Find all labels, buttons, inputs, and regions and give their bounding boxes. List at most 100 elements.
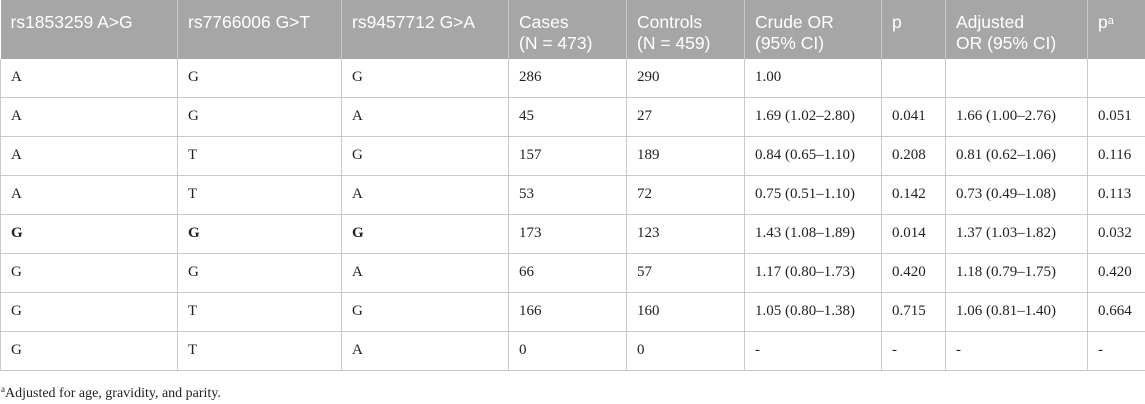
table-cell: A bbox=[341, 97, 509, 137]
table-cell: 0.051 bbox=[1087, 97, 1145, 137]
table-cell: G bbox=[0, 331, 178, 371]
table-cell: 0.014 bbox=[881, 214, 946, 254]
table-cell: G bbox=[0, 253, 178, 293]
column-header-line2: (95% CI) bbox=[755, 33, 825, 53]
table-cell: 0.113 bbox=[1087, 175, 1145, 215]
column-header-rs9457712: rs9457712 G>A bbox=[341, 0, 509, 59]
table-cell: A bbox=[0, 136, 178, 176]
table-cell: G bbox=[341, 59, 509, 98]
table-cell bbox=[945, 59, 1088, 98]
column-header-line1: Cases bbox=[519, 12, 569, 32]
table-row: A T G 157 189 0.84 (0.65–1.10) 0.208 0.81 (0.62… bbox=[0, 136, 1145, 176]
table-cell: 66 bbox=[508, 253, 627, 293]
table-cell: 0.84 (0.65–1.10) bbox=[744, 136, 882, 176]
column-header-line1: p bbox=[892, 12, 902, 32]
column-header-line1: rs9457712 G>A bbox=[352, 12, 476, 32]
table-cell: - bbox=[881, 331, 946, 371]
table-cell bbox=[1087, 59, 1145, 98]
table-cell: T bbox=[177, 136, 342, 176]
table-cell: 0.116 bbox=[1087, 136, 1145, 176]
table-cell: A bbox=[341, 175, 509, 215]
table-footnote: aAdjusted for age, gravidity, and parity… bbox=[1, 384, 221, 402]
table-cell: 1.37 (1.03–1.82) bbox=[945, 214, 1088, 254]
table-cell: 1.69 (1.02–2.80) bbox=[744, 97, 882, 137]
column-header-p-adjusted: pa bbox=[1087, 0, 1145, 59]
table-cell: G bbox=[177, 253, 342, 293]
table-cell: 1.17 (0.80–1.73) bbox=[744, 253, 882, 293]
table-cell: T bbox=[177, 292, 342, 332]
table-cell: T bbox=[177, 331, 342, 371]
table-cell bbox=[881, 59, 946, 98]
table-cell: 173 bbox=[508, 214, 627, 254]
table-cell: 157 bbox=[508, 136, 627, 176]
table-cell: 0 bbox=[626, 331, 745, 371]
table-cell: 0.032 bbox=[1087, 214, 1145, 254]
table-cell: 123 bbox=[626, 214, 745, 254]
column-header-line1: p bbox=[1098, 12, 1108, 32]
table-cell: G bbox=[341, 214, 509, 254]
table-cell: G bbox=[177, 97, 342, 137]
table-cell: 0.041 bbox=[881, 97, 946, 137]
column-header-cases: Cases (N = 473) bbox=[508, 0, 627, 59]
table-cell: 286 bbox=[508, 59, 627, 98]
table-cell: 0.208 bbox=[881, 136, 946, 176]
column-header-adjusted-or: Adjusted OR (95% CI) bbox=[945, 0, 1088, 59]
table-body: A G G 286 290 1.00 A G A 45 27 1.69 (1.02–2.80) 0.04… bbox=[0, 59, 1145, 371]
table-cell: 0.75 (0.51–1.10) bbox=[744, 175, 882, 215]
table-cell: 1.05 (0.80–1.38) bbox=[744, 292, 882, 332]
column-header-line2: (N = 459) bbox=[637, 33, 711, 53]
table-cell: G bbox=[0, 292, 178, 332]
table-cell: 189 bbox=[626, 136, 745, 176]
table-cell: G bbox=[177, 214, 342, 254]
table-row: G T G 166 160 1.05 (0.80–1.38) 0.715 1.06 (0.81… bbox=[0, 292, 1145, 332]
table-cell: 1.18 (0.79–1.75) bbox=[945, 253, 1088, 293]
table-cell: G bbox=[341, 136, 509, 176]
table-cell: 1.43 (1.08–1.89) bbox=[744, 214, 882, 254]
table-cell: 72 bbox=[626, 175, 745, 215]
table-cell: 1.00 bbox=[744, 59, 882, 98]
table-row: G G A 66 57 1.17 (0.80–1.73) 0.420 1.18 (0.79–1… bbox=[0, 253, 1145, 293]
column-header-line1: Adjusted bbox=[956, 12, 1025, 32]
table-cell: 53 bbox=[508, 175, 627, 215]
table-cell: 160 bbox=[626, 292, 745, 332]
table-cell: 0 bbox=[508, 331, 627, 371]
column-header-rs7766006: rs7766006 G>T bbox=[177, 0, 342, 59]
footnote-marker: a bbox=[1, 384, 5, 394]
table-cell: A bbox=[341, 331, 509, 371]
table-cell: 0.81 (0.62–1.06) bbox=[945, 136, 1088, 176]
table-cell: 0.664 bbox=[1087, 292, 1145, 332]
table-cell: T bbox=[177, 175, 342, 215]
table-row: G G G 173 123 1.43 (1.08–1.89) 0.014 1.37 (1.03… bbox=[0, 214, 1145, 254]
header-row: rs1853259 A>G rs7766006 G>T rs9457712 G>A C… bbox=[0, 0, 1145, 59]
table-cell: 45 bbox=[508, 97, 627, 137]
column-header-line1: rs7766006 G>T bbox=[188, 12, 311, 32]
footnote-marker: a bbox=[1107, 15, 1114, 27]
table-cell: 1.66 (1.00–2.76) bbox=[945, 97, 1088, 137]
haplotype-table: rs1853259 A>G rs7766006 G>T rs9457712 G>A C… bbox=[0, 0, 1145, 371]
table-cell: G bbox=[0, 214, 178, 254]
column-header-line2: OR (95% CI) bbox=[956, 33, 1057, 53]
footnote-text: Adjusted for age, gravidity, and parity. bbox=[5, 386, 221, 401]
table-cell: - bbox=[1087, 331, 1145, 371]
table-cell: 166 bbox=[508, 292, 627, 332]
table-cell: A bbox=[341, 253, 509, 293]
column-header-p: p bbox=[881, 0, 946, 59]
table-cell: G bbox=[177, 59, 342, 98]
table-cell: 0.715 bbox=[881, 292, 946, 332]
table-cell: A bbox=[0, 175, 178, 215]
table-cell: A bbox=[0, 97, 178, 137]
column-header-line1: Controls bbox=[637, 12, 703, 32]
table-cell: - bbox=[744, 331, 882, 371]
table-cell: 0.420 bbox=[881, 253, 946, 293]
table-cell: 0.420 bbox=[1087, 253, 1145, 293]
column-header-crude-or: Crude OR (95% CI) bbox=[744, 0, 882, 59]
table-cell: 1.06 (0.81–1.40) bbox=[945, 292, 1088, 332]
table-cell: 0.73 (0.49–1.08) bbox=[945, 175, 1088, 215]
column-header-line2: (N = 473) bbox=[519, 33, 593, 53]
table-cell: 57 bbox=[626, 253, 745, 293]
column-header-line1: rs1853259 A>G bbox=[10, 12, 133, 32]
table-row: A G G 286 290 1.00 bbox=[0, 59, 1145, 98]
table-cell: 0.142 bbox=[881, 175, 946, 215]
column-header-line1: Crude OR bbox=[755, 12, 834, 32]
